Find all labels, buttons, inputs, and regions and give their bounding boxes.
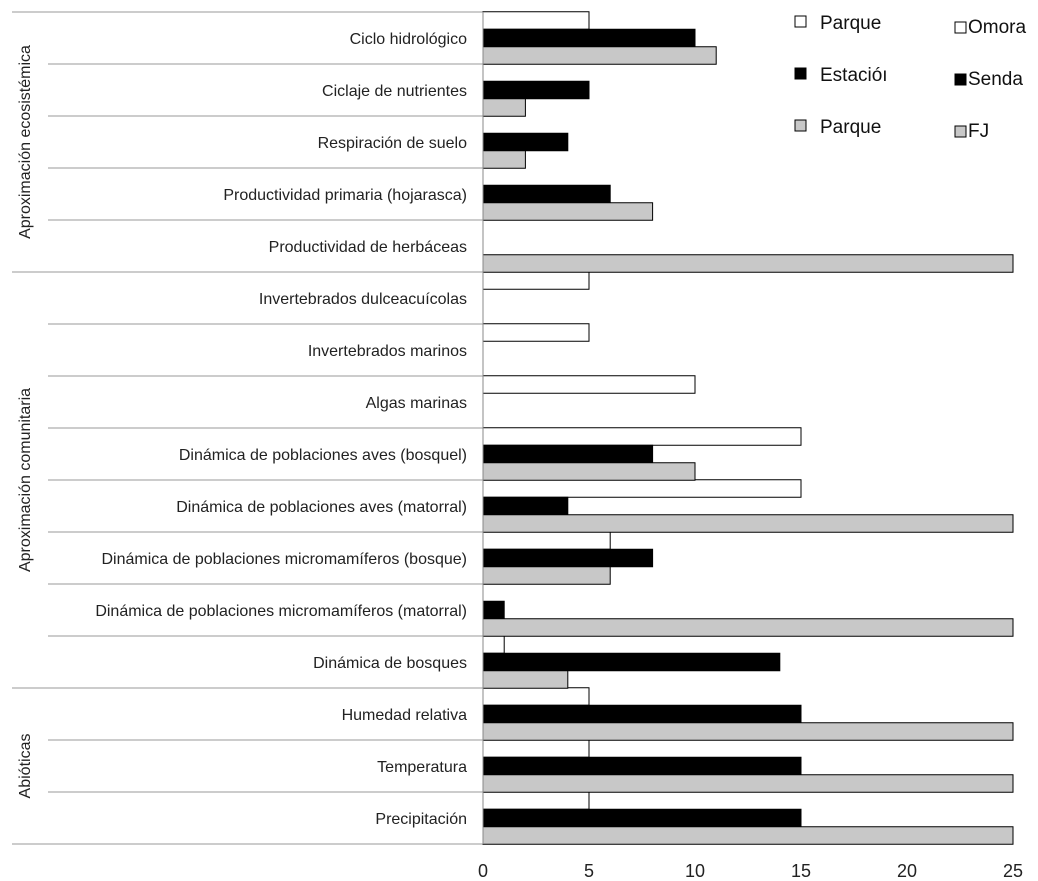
bar-series-1-15: [482, 791, 590, 810]
legend-swatch-3: [794, 119, 807, 132]
legend-swatch-2: [794, 67, 807, 80]
bar-series-2-8: [482, 444, 654, 464]
category-label: Invertebrados dulceacuícolas: [259, 291, 467, 308]
bar-series-2-15: [482, 808, 802, 828]
category-label: Dinámica de bosques: [313, 655, 467, 672]
bar-series-1-12: [482, 635, 505, 654]
bar-series-3-1: [482, 98, 526, 117]
legend-swatch-3b: [954, 125, 967, 138]
legend-label-3b: FJ: [968, 121, 989, 142]
bar-series-2-0: [482, 28, 696, 48]
x-tick-label: 15: [791, 861, 811, 881]
bar-series-3-15: [482, 826, 1014, 845]
bars: [482, 11, 1014, 845]
bar-series-2-2: [482, 132, 569, 152]
legend-label-2: Estacióı: [820, 65, 888, 86]
group-label-3: Abióticas: [17, 734, 34, 799]
bar-series-2-1: [482, 80, 590, 100]
x-tick-labels: 0 5 10 15 20 25: [478, 861, 1023, 881]
legend-swatch-2b: [954, 73, 967, 86]
bar-series-3-10: [482, 566, 611, 585]
legend-swatch-1b: [954, 21, 967, 34]
bar-series-3-13: [482, 722, 1014, 741]
group-labels: Aproximación ecosistémica Aproximación co…: [17, 45, 34, 798]
bar-series-2-12: [482, 652, 781, 672]
group-label-1: Aproximación ecosistémica: [17, 45, 34, 239]
category-label: Dinámica de poblaciones aves (bosquel): [179, 447, 467, 464]
bar-series-1-9: [482, 479, 802, 498]
bar-series-1-10: [482, 531, 611, 550]
bar-series-2-3: [482, 184, 611, 204]
bar-series-1-14: [482, 739, 590, 758]
category-label: Ciclaje de nutrientes: [322, 83, 467, 100]
category-label: Dinámica de poblaciones micromamíferos (…: [102, 551, 468, 568]
bar-series-1-13: [482, 687, 590, 706]
bar-series-2-9: [482, 496, 569, 516]
bar-series-3-2: [482, 150, 526, 169]
bar-series-1-8: [482, 427, 802, 446]
category-label: Precipitación: [375, 811, 467, 828]
bar-series-3-8: [482, 462, 696, 481]
category-label: Dinámica de poblaciones aves (matorral): [176, 499, 467, 516]
legend-label-1: Parque: [820, 13, 881, 34]
category-label: Productividad primaria (hojarasca): [223, 187, 467, 204]
group-label-2: Aproximación comunitaria: [17, 388, 34, 572]
bar-series-2-13: [482, 704, 802, 724]
category-labels: Ciclo hidrológico Ciclaje de nutrientes Re…: [95, 31, 467, 828]
x-tick-label: 20: [897, 861, 917, 881]
bar-series-3-9: [482, 514, 1014, 533]
category-separators: [12, 11, 483, 845]
category-label: Algas marinas: [366, 395, 467, 412]
bar-series-3-11: [482, 618, 1014, 637]
bar-series-3-4: [482, 254, 1014, 273]
legend-swatch-1: [794, 15, 807, 28]
bar-series-1-5: [482, 271, 590, 290]
category-label: Dinámica de poblaciones micromamíferos (…: [95, 603, 467, 620]
category-label: Invertebrados marinos: [308, 343, 467, 360]
bar-series-3-3: [482, 202, 654, 221]
bar-series-1-6: [482, 323, 590, 342]
legend-label-3: Parque: [820, 117, 881, 138]
legend-label-2b: Senda: [968, 69, 1023, 90]
bar-series-2-14: [482, 756, 802, 776]
category-label: Ciclo hidrológico: [350, 31, 467, 48]
legend: Parque Omora Estacióı Senda Parque FJ: [794, 13, 1027, 142]
bar-series-3-12: [482, 670, 569, 689]
category-label: Respiración de suelo: [318, 135, 468, 152]
legend-label-1b: Omora: [968, 17, 1027, 38]
bar-series-3-0: [482, 46, 717, 65]
category-label: Humedad relativa: [342, 707, 468, 724]
x-tick-label: 0: [478, 861, 488, 881]
bar-series-3-14: [482, 774, 1014, 793]
bar-series-1-7: [482, 375, 696, 394]
x-tick-label: 5: [584, 861, 594, 881]
category-label: Temperatura: [377, 759, 467, 776]
x-tick-label: 10: [685, 861, 705, 881]
bar-series-1-0: [482, 11, 590, 30]
bar-series-2-11: [482, 600, 505, 620]
bar-series-2-10: [482, 548, 654, 568]
x-tick-label: 25: [1003, 861, 1023, 881]
category-label: Productividad de herbáceas: [269, 239, 467, 256]
